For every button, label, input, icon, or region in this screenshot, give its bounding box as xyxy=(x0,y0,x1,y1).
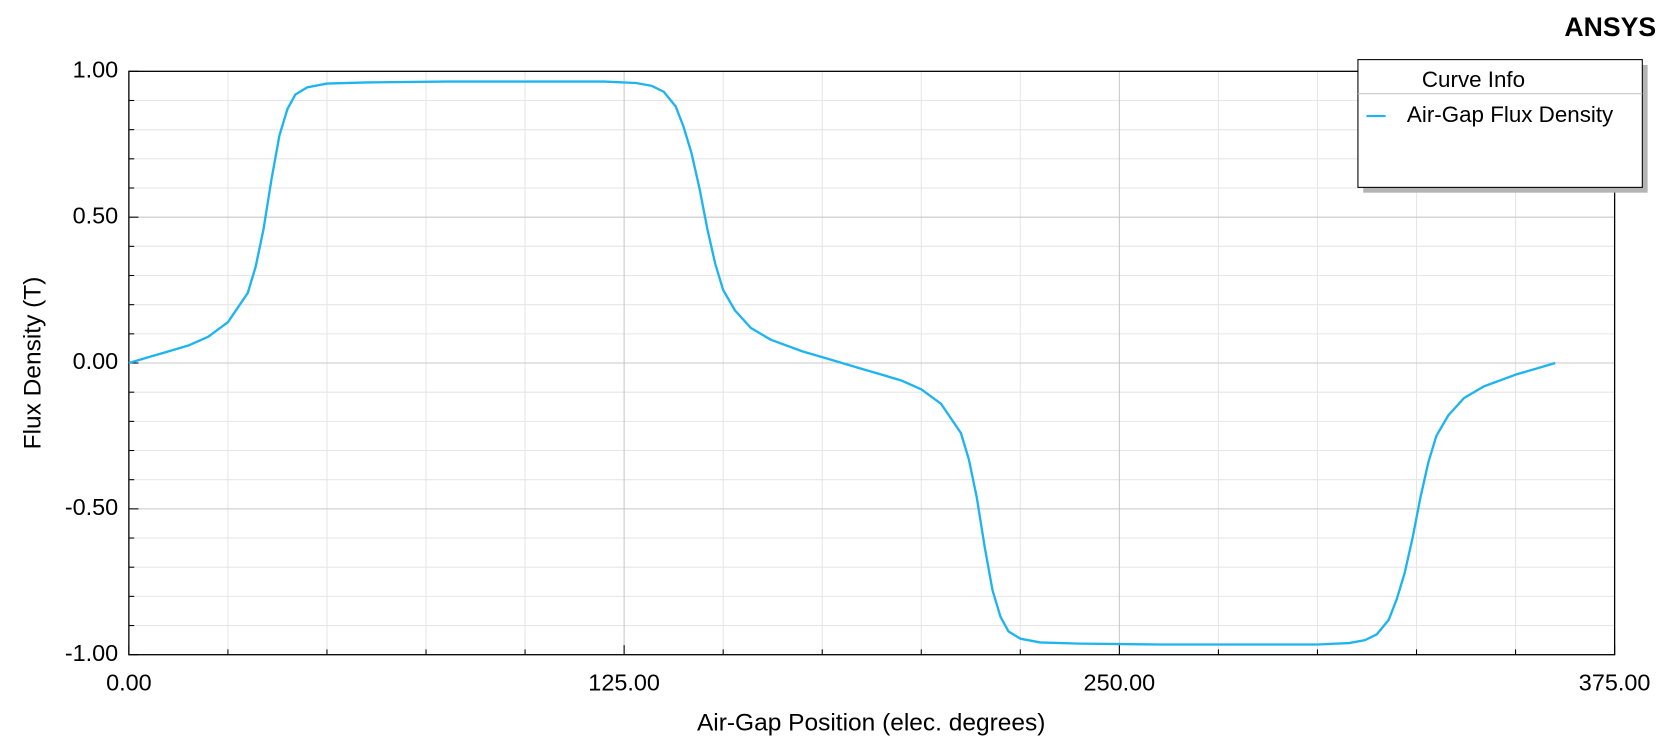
y-tick-label: -1.00 xyxy=(65,640,118,666)
y-axis-label: Flux Density (T) xyxy=(20,277,47,450)
data-line xyxy=(128,80,1556,646)
x-axis-label: Air-Gap Position (elec. degrees) xyxy=(697,709,1045,736)
brand: ANSYS xyxy=(1564,12,1656,42)
x-tick-label: 250.00 xyxy=(1084,670,1156,696)
x-tick-label: 375.00 xyxy=(1579,670,1651,696)
legend-box xyxy=(1357,59,1643,188)
legend-label: Air-Gap Flux Density xyxy=(1407,102,1614,127)
y-tick-label: -0.50 xyxy=(65,494,118,520)
legend-title: Curve Info xyxy=(1422,67,1525,92)
x-tick-label: 125.00 xyxy=(588,670,660,696)
y-tick-label: 0.00 xyxy=(73,348,119,374)
y-tick-label: 0.50 xyxy=(73,202,119,228)
x-tick-label: 0.00 xyxy=(106,670,152,696)
y-tick-label: 1.00 xyxy=(73,57,119,83)
